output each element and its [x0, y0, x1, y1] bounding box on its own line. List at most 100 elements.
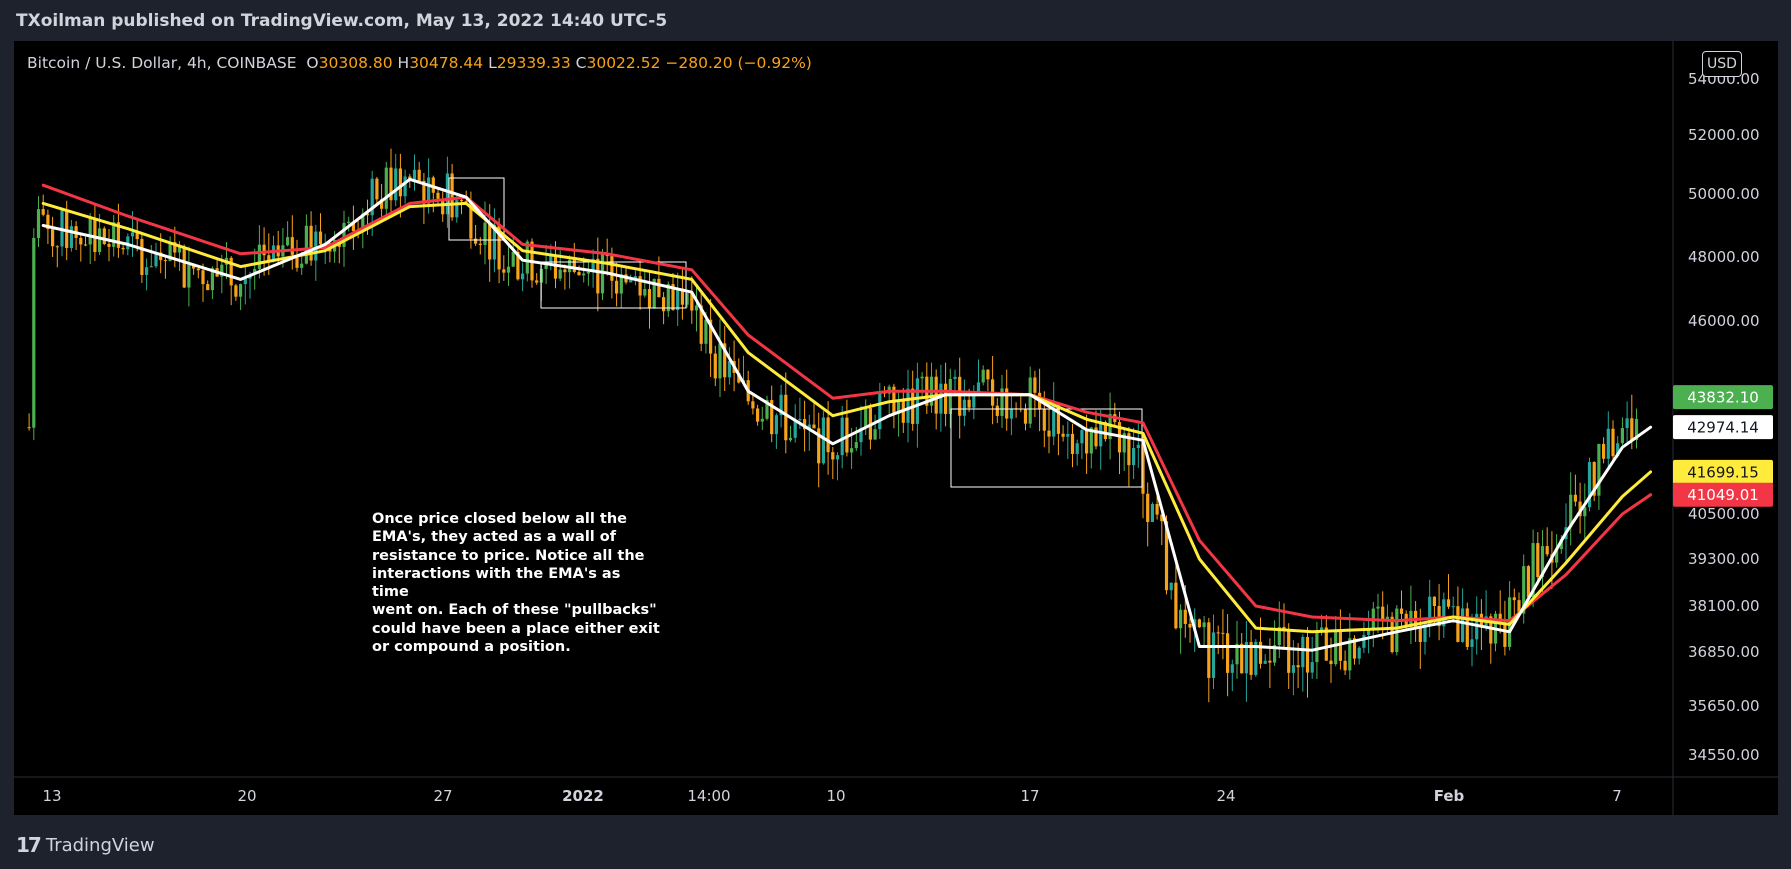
candle-body — [967, 399, 971, 408]
candle-body — [1197, 619, 1201, 628]
candle-body — [723, 343, 727, 378]
candle-body — [135, 232, 139, 240]
candle-body — [201, 270, 205, 285]
candle-body — [521, 273, 525, 280]
candle-body — [840, 417, 844, 456]
currency-button[interactable]: USD — [1702, 51, 1742, 77]
publication-header: TXoilman published on TradingView.com, M… — [16, 11, 668, 31]
candle-body — [88, 218, 92, 245]
candle-body — [229, 257, 233, 286]
candle-body — [878, 391, 882, 430]
candle-body — [859, 427, 863, 443]
candle-body — [1545, 546, 1549, 555]
low-value: 29339.33 — [496, 54, 571, 72]
candle-body — [1249, 642, 1253, 675]
price-tag-ema-white: 42974.14 — [1673, 415, 1773, 440]
candle-body — [784, 394, 788, 441]
candle-body — [774, 415, 778, 435]
candle-body — [1310, 662, 1314, 673]
candle-body — [1033, 377, 1037, 393]
y-tick-label: 46000.00 — [1688, 312, 1760, 330]
candle-body — [1569, 494, 1573, 528]
candle-body — [756, 408, 760, 422]
candle-body — [361, 213, 365, 233]
y-tick-label: 36850.00 — [1688, 643, 1760, 661]
candle-body — [779, 394, 783, 416]
candle-body — [290, 237, 294, 255]
candle-body — [130, 232, 135, 237]
candle-body — [1362, 634, 1366, 648]
candle-body — [1211, 632, 1216, 678]
price-tag-text: 43832.10 — [1687, 389, 1759, 407]
price-tag-bg — [1673, 415, 1773, 440]
candle-body — [1080, 430, 1084, 444]
candle-body — [709, 319, 713, 354]
candle-body — [704, 319, 708, 344]
candle-body — [173, 242, 177, 253]
candle-body — [770, 400, 774, 435]
candle-body — [1573, 494, 1577, 502]
candle-body — [159, 252, 163, 261]
candle-body — [1023, 408, 1028, 424]
price-tag-ema-red: 41049.01 — [1673, 482, 1773, 507]
high-value: 30478.44 — [409, 54, 484, 72]
open-value: 30308.80 — [318, 54, 393, 72]
candle-body — [549, 254, 553, 265]
candle-body — [417, 169, 421, 181]
low-label: L — [488, 54, 497, 72]
candle-body — [788, 437, 793, 441]
candle-body — [314, 231, 318, 261]
candle-body — [1221, 632, 1225, 634]
candle-body — [1456, 606, 1460, 642]
candle-body — [469, 202, 473, 239]
ema-white-line — [41, 177, 1653, 652]
candle-body — [1122, 433, 1126, 453]
candle-body — [671, 284, 675, 311]
candle-body — [394, 168, 398, 201]
candle-body — [318, 231, 323, 245]
candle-body — [1000, 388, 1004, 416]
x-tick-label: 7 — [1612, 787, 1622, 805]
brand-name: TradingView — [45, 834, 155, 856]
candle-body — [1583, 507, 1587, 517]
candle-body — [112, 222, 116, 247]
candle-body — [864, 407, 868, 428]
candle-body — [676, 288, 680, 311]
candle-body — [1348, 638, 1352, 671]
candle-body — [1503, 622, 1507, 647]
candle-body — [1399, 608, 1404, 614]
candle-body — [380, 199, 384, 209]
candle-body — [694, 305, 699, 311]
candle-body — [121, 247, 125, 250]
chart-frame[interactable] — [14, 41, 1778, 815]
candle-body — [652, 278, 656, 309]
candle-body — [948, 378, 952, 414]
candle-body — [1207, 622, 1211, 678]
candle-body — [1512, 597, 1516, 601]
open-label: O — [306, 54, 319, 72]
candle-body — [986, 369, 990, 380]
tradingview-logo[interactable]: 17 TradingView — [16, 833, 155, 857]
candle-body — [1606, 428, 1610, 459]
candle-body — [126, 236, 130, 250]
candle-body — [1446, 599, 1451, 607]
candle-body — [455, 200, 459, 218]
candle-body — [79, 237, 83, 245]
candle-body — [1028, 377, 1032, 424]
candle-body — [1287, 629, 1291, 673]
candle-body — [1193, 619, 1197, 628]
candle-body — [958, 376, 962, 416]
close-value: 30022.52 — [586, 54, 661, 72]
candle-body — [1611, 428, 1615, 457]
candle-body — [1103, 422, 1107, 440]
y-tick-label: 48000.00 — [1688, 248, 1760, 266]
tradingview-mark-icon: 17 — [16, 833, 42, 857]
candle-body — [483, 222, 487, 245]
x-tick-label: 14:00 — [687, 787, 730, 805]
candle-body — [1009, 408, 1013, 419]
candle-body — [981, 369, 985, 383]
candle-body — [1282, 626, 1286, 630]
candle-body — [1277, 626, 1281, 646]
candle-body — [1240, 643, 1244, 674]
